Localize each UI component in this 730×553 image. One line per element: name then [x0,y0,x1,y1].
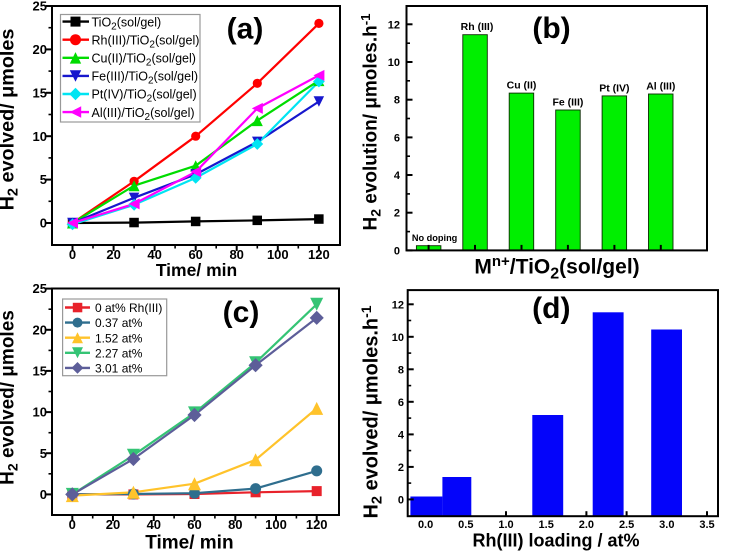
svg-text:2.5: 2.5 [619,519,634,531]
svg-text:H2 evolved/ μmoles.h-1: H2 evolved/ μmoles.h-1 [358,305,386,518]
svg-text:2.27 at%: 2.27 at% [95,346,143,360]
svg-text:3.5: 3.5 [699,519,714,531]
svg-text:60: 60 [188,247,202,262]
svg-text:6: 6 [398,397,404,409]
svg-text:0: 0 [398,494,404,506]
svg-text:4: 4 [398,429,405,441]
svg-text:40: 40 [147,517,161,532]
svg-text:15: 15 [33,85,47,100]
svg-text:1.5: 1.5 [539,519,554,531]
svg-text:20: 20 [33,42,47,57]
svg-text:0: 0 [394,245,400,257]
svg-text:40: 40 [147,247,161,262]
svg-text:2.0: 2.0 [579,519,594,531]
svg-text:80: 80 [228,517,242,532]
svg-text:3.0: 3.0 [659,519,674,531]
svg-text:20: 20 [106,517,120,532]
svg-text:Time/ min: Time/ min [145,533,233,553]
svg-text:H2 evolved/ μmoles: H2 evolved/ μmoles [0,29,22,211]
svg-text:25: 25 [33,0,47,14]
svg-text:0.0: 0.0 [418,519,433,531]
svg-text:15: 15 [33,364,47,379]
svg-text:Time/ min: Time/ min [156,260,237,280]
svg-text:(a): (a) [227,12,264,45]
svg-text:5: 5 [40,172,47,187]
svg-text:20: 20 [33,322,47,337]
svg-text:(c): (c) [223,296,260,329]
svg-text:Pt(IV)/TiO2(sol/gel): Pt(IV)/TiO2(sol/gel) [92,88,197,105]
svg-text:12: 12 [388,19,400,31]
svg-text:25: 25 [33,281,47,296]
svg-text:1.52 at%: 1.52 at% [95,331,143,345]
svg-text:Pt (IV): Pt (IV) [599,82,629,94]
svg-text:TiO2(sol/gel): TiO2(sol/gel) [92,15,162,32]
svg-text:Rh (III): Rh (III) [461,21,494,33]
svg-text:H2 evolved/ μmoles: H2 evolved/ μmoles [0,310,21,485]
svg-text:H2 evolution/ μmoles.h-1: H2 evolution/ μmoles.h-1 [358,13,383,231]
svg-text:Fe (III): Fe (III) [552,97,583,109]
svg-text:Rh(III)/TiO2(sol/gel): Rh(III)/TiO2(sol/gel) [92,33,200,50]
svg-text:2: 2 [398,462,404,474]
svg-text:1.0: 1.0 [498,519,513,531]
svg-text:12: 12 [392,299,404,311]
svg-text:Cu (II): Cu (II) [507,80,537,92]
svg-text:(d): (d) [532,292,570,325]
svg-text:5: 5 [40,446,47,461]
svg-text:4: 4 [394,170,401,182]
svg-text:3.01 at%: 3.01 at% [95,362,143,376]
svg-text:60: 60 [187,517,201,532]
svg-text:8: 8 [394,95,400,107]
svg-text:Rh(III) loading / at%: Rh(III) loading / at% [473,531,640,551]
svg-text:No doping: No doping [412,233,457,243]
svg-text:Al (III): Al (III) [646,81,675,93]
svg-text:0 at% Rh(III): 0 at% Rh(III) [95,301,162,315]
svg-text:8: 8 [398,364,404,376]
svg-text:6: 6 [394,132,400,144]
svg-text:(b): (b) [532,12,570,45]
svg-text:120: 120 [308,247,330,262]
svg-text:120: 120 [306,517,328,532]
svg-text:10: 10 [33,405,47,420]
svg-text:0.5: 0.5 [458,519,473,531]
svg-text:10: 10 [392,332,404,344]
svg-text:10: 10 [33,129,47,144]
svg-text:Fe(III)/TiO2(sol/gel): Fe(III)/TiO2(sol/gel) [92,70,199,87]
svg-text:0: 0 [40,487,47,502]
svg-text:Cu(II)/TiO2(sol/gel): Cu(II)/TiO2(sol/gel) [92,52,196,69]
svg-text:0.37 at%: 0.37 at% [95,316,143,330]
svg-text:0: 0 [40,216,47,231]
svg-text:20: 20 [106,247,120,262]
svg-text:Al(III)/TiO2(sol/gel): Al(III)/TiO2(sol/gel) [92,106,195,123]
svg-text:0: 0 [69,247,76,262]
svg-text:0: 0 [69,517,76,532]
svg-text:80: 80 [229,247,243,262]
svg-text:10: 10 [388,57,400,69]
svg-text:100: 100 [265,517,287,532]
svg-text:100: 100 [267,247,289,262]
svg-text:2: 2 [394,208,400,220]
